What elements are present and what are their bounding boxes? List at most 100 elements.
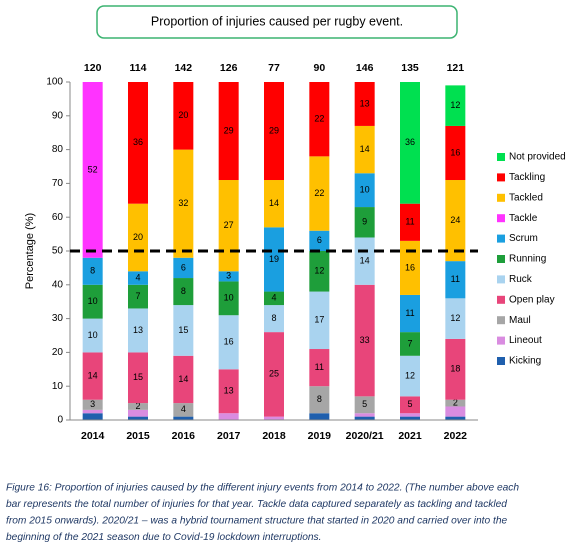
data-label: 13 bbox=[133, 325, 143, 335]
bar-segment bbox=[354, 237, 375, 285]
bar-segment bbox=[309, 291, 330, 350]
bar-segment bbox=[264, 180, 284, 228]
y-tick-label: 0 bbox=[57, 415, 63, 426]
data-label: 11 bbox=[405, 308, 414, 318]
bar-segment bbox=[354, 413, 375, 417]
data-label: 12 bbox=[314, 266, 324, 276]
data-label: 15 bbox=[133, 372, 143, 382]
bar-segment bbox=[218, 281, 239, 316]
data-label: 8 bbox=[317, 394, 322, 404]
data-label: 16 bbox=[224, 337, 234, 347]
data-label: 3 bbox=[90, 399, 95, 409]
x-tick-label: 2015 bbox=[126, 430, 150, 442]
y-tick-label: 90 bbox=[52, 110, 64, 121]
data-label: 10 bbox=[360, 185, 370, 195]
data-label: 2 bbox=[135, 401, 140, 411]
bar-segment bbox=[309, 156, 330, 231]
legend-swatch bbox=[497, 173, 505, 182]
data-label: 14 bbox=[269, 198, 279, 208]
y-axis-label: Percentage (%) bbox=[24, 213, 36, 289]
total-label: 142 bbox=[175, 62, 193, 74]
data-label: 7 bbox=[407, 338, 412, 348]
bar-segment bbox=[173, 305, 194, 356]
data-label: 22 bbox=[314, 114, 324, 124]
total-label: 120 bbox=[84, 62, 102, 74]
data-label: 16 bbox=[450, 147, 460, 157]
caption-line: from 2015 onwards). 2020/21 – was a hybr… bbox=[6, 516, 508, 527]
bar-segment bbox=[354, 173, 375, 208]
x-tick-label: 2018 bbox=[262, 430, 286, 442]
bar-segment bbox=[445, 125, 466, 181]
legend-label: Lineout bbox=[509, 335, 542, 346]
data-label: 17 bbox=[314, 315, 324, 325]
bar-segment bbox=[354, 82, 375, 126]
caption-line: beginning of the 2021 season due to Covi… bbox=[6, 532, 321, 543]
legend-swatch bbox=[497, 153, 505, 161]
total-label: 126 bbox=[220, 62, 238, 74]
bar-segment bbox=[128, 284, 148, 309]
legend-swatch bbox=[497, 357, 505, 365]
legend-label: Tackled bbox=[509, 192, 543, 203]
data-label: 14 bbox=[88, 370, 98, 380]
bar-segment bbox=[128, 308, 148, 353]
data-label: 29 bbox=[224, 125, 234, 135]
x-tick-label: 2020/21 bbox=[346, 430, 384, 442]
data-label: 12 bbox=[405, 370, 415, 380]
data-label: 4 bbox=[135, 272, 140, 282]
y-tick-label: 60 bbox=[52, 212, 64, 223]
bar-segment bbox=[82, 318, 103, 353]
data-label: 16 bbox=[405, 262, 415, 272]
legend-swatch bbox=[497, 234, 505, 243]
data-label: 12 bbox=[450, 313, 460, 323]
bar-segment bbox=[264, 416, 284, 420]
bar-segment bbox=[445, 298, 466, 339]
y-tick-label: 70 bbox=[52, 178, 64, 189]
data-label: 11 bbox=[315, 362, 324, 372]
bar-segment bbox=[400, 396, 420, 414]
bar-segment bbox=[354, 396, 375, 414]
y-tick-label: 80 bbox=[52, 144, 64, 155]
legend-label: Kicking bbox=[509, 356, 541, 367]
bar-segment bbox=[400, 203, 420, 241]
data-label: 18 bbox=[450, 364, 460, 374]
x-tick-label: 2016 bbox=[172, 430, 196, 442]
data-label: 29 bbox=[269, 125, 279, 135]
legend-swatch bbox=[497, 255, 505, 263]
bar-segment bbox=[400, 416, 420, 420]
legend-label: Not provided bbox=[509, 152, 566, 163]
data-label: 20 bbox=[133, 232, 143, 242]
data-label: 13 bbox=[360, 98, 370, 108]
bar-segment bbox=[128, 271, 148, 285]
bar-segment bbox=[128, 82, 148, 204]
bar-segment bbox=[82, 82, 103, 258]
bar-segment bbox=[400, 413, 420, 417]
data-label: 5 bbox=[407, 399, 412, 409]
legend-label: Tackle bbox=[509, 213, 538, 224]
x-tick-label: 2014 bbox=[81, 430, 105, 442]
data-label: 10 bbox=[88, 330, 98, 340]
data-label: 14 bbox=[178, 374, 188, 384]
data-label: 11 bbox=[451, 274, 460, 284]
bar-segment bbox=[309, 230, 330, 251]
bar-segment bbox=[445, 85, 466, 126]
legend-label: Open play bbox=[509, 294, 555, 305]
bar-segment bbox=[400, 294, 420, 333]
total-label: 146 bbox=[356, 62, 374, 74]
data-label: 11 bbox=[405, 217, 414, 227]
bar-segment bbox=[173, 149, 194, 258]
bar-segment bbox=[82, 399, 103, 410]
x-tick-label: 2021 bbox=[398, 430, 422, 442]
bar-segment bbox=[445, 261, 466, 299]
bar-segment bbox=[400, 82, 420, 204]
bar-segment bbox=[173, 403, 194, 417]
data-label: 27 bbox=[224, 220, 234, 230]
bar-segment bbox=[173, 416, 194, 420]
title-box bbox=[96, 5, 458, 39]
caption-line: Figure 16: Proportion of injuries caused… bbox=[6, 483, 519, 494]
bar-segment bbox=[82, 352, 103, 400]
x-tick-label: 2019 bbox=[308, 430, 332, 442]
legend-label: Maul bbox=[509, 315, 531, 326]
bar-segment bbox=[128, 409, 148, 417]
bar-segment bbox=[218, 180, 239, 272]
data-label: 4 bbox=[181, 404, 186, 414]
